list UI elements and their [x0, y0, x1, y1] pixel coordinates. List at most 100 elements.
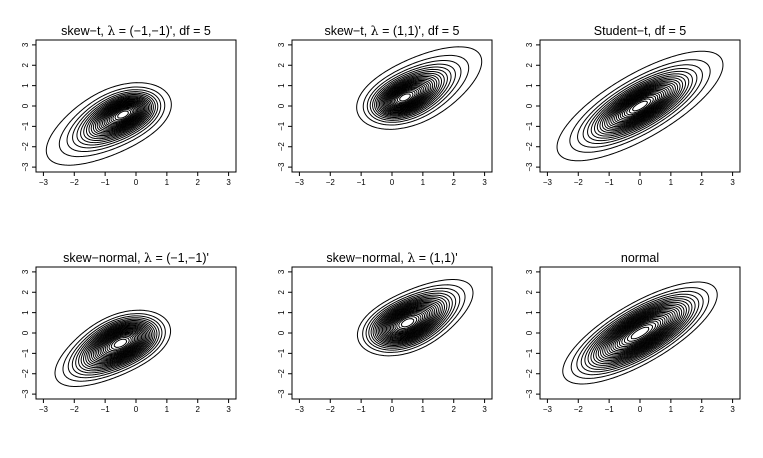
y-tick-label: −1 [277, 121, 286, 131]
contour-level-23 [626, 324, 654, 342]
contour-level-7 [374, 296, 448, 345]
contour-level-13 [604, 309, 676, 357]
x-tick-label: 2 [196, 178, 201, 187]
x-tick-label: −2 [574, 405, 584, 414]
y-tick-label: 2 [277, 62, 286, 67]
contour-level-15 [96, 328, 143, 360]
contour-level-2 [570, 287, 710, 379]
contour-level-13 [96, 100, 144, 133]
y-tick-label: 0 [21, 103, 30, 108]
contour-level-5 [76, 92, 156, 146]
contour-level-23 [114, 109, 132, 121]
y-tick-label: 2 [525, 289, 534, 294]
y-tick-label: −2 [21, 369, 30, 379]
contour-level-24 [113, 338, 128, 348]
y-tick-label: −2 [277, 142, 286, 152]
panel-2: skew−t, λ = (1,1)', df = 5 −3 −2 −1 0 1 2 3 −3 −2… [277, 23, 493, 187]
contour-level-5 [75, 318, 158, 374]
contour-level-22 [626, 96, 654, 116]
contour-level-9 [595, 303, 685, 363]
contour-level-8 [376, 297, 445, 344]
contour-level-15 [386, 82, 428, 110]
y-tick-label: −2 [525, 142, 534, 152]
contour-level-12 [606, 83, 674, 129]
contour-level-21 [393, 88, 418, 106]
contour-level-1 [54, 309, 172, 387]
contour-level-7 [590, 300, 690, 366]
contour-level-1 [356, 46, 483, 130]
contour-level-19 [391, 311, 426, 334]
contour-level-20 [392, 87, 420, 106]
contour-level-22 [396, 314, 420, 331]
contour-level-12 [382, 78, 434, 113]
contour-level-10 [90, 98, 148, 137]
contour-level-10 [380, 75, 438, 114]
contour-level-12 [90, 326, 147, 363]
x-tick-label: 0 [134, 405, 139, 414]
contour-level-4 [368, 290, 457, 349]
x-tick-label: 1 [421, 405, 426, 414]
contour-level-22 [395, 90, 416, 105]
y-tick-label: 1 [525, 83, 534, 88]
x-tick-label: 2 [196, 405, 201, 414]
panel-title: normal [621, 251, 659, 265]
panel-title: skew−t, λ = (−1,−1)', df = 5 [61, 23, 211, 38]
contour-level-10 [379, 300, 441, 342]
contour-level-13 [384, 79, 432, 112]
contour-level-14 [384, 305, 434, 339]
contour-level-7 [375, 70, 445, 117]
contour-level-18 [389, 309, 427, 335]
y-tick-label: 3 [277, 42, 286, 47]
y-tick-label: 0 [525, 330, 534, 335]
contour-level-23 [396, 91, 414, 103]
y-tick-label: 1 [277, 83, 286, 88]
contour-level-6 [590, 73, 690, 139]
x-tick-label: −2 [574, 178, 584, 187]
y-tick-label: 0 [277, 330, 286, 335]
y-tick-label: −2 [525, 369, 534, 379]
contour-level-2 [58, 86, 166, 158]
contour-level-3 [577, 64, 703, 148]
contour-level-15 [612, 87, 668, 125]
x-tick-label: −2 [70, 405, 80, 414]
y-tick-label: −1 [21, 121, 30, 131]
contour-level-21 [621, 320, 659, 346]
contour-level-1 [356, 279, 474, 357]
x-tick-label: −2 [326, 405, 336, 414]
contour-level-11 [92, 98, 147, 135]
x-tick-label: 0 [638, 405, 643, 414]
x-tick-label: 0 [390, 178, 395, 187]
contour-level-13 [608, 84, 672, 128]
y-tick-label: 3 [277, 269, 286, 274]
contour-level-11 [89, 325, 148, 365]
x-tick-label: 3 [482, 405, 487, 414]
contour-level-23 [398, 316, 418, 329]
contour-level-14 [94, 327, 144, 361]
y-tick-label: 2 [21, 62, 30, 67]
y-tick-label: 2 [21, 289, 30, 294]
panel-title: skew−normal, λ = (−1,−1)' [63, 250, 209, 265]
contour-level-13 [92, 327, 145, 362]
y-tick-label: −2 [277, 369, 286, 379]
contour-level-18 [105, 104, 139, 127]
x-tick-label: −3 [295, 178, 305, 187]
contour-level-1 [45, 82, 172, 166]
contour-level-21 [106, 334, 134, 353]
contour-level-7 [593, 75, 687, 137]
x-tick-label: 3 [730, 178, 735, 187]
x-tick-label: 1 [669, 178, 674, 187]
panel-title: skew−normal, λ = (1,1)' [326, 250, 457, 265]
panel-1: skew−t, λ = (−1,−1)', df = 5 −3 −2 −1 0 1 2 3 −3… [21, 23, 237, 187]
contour-level-1 [556, 50, 724, 162]
y-tick-label: 1 [277, 310, 286, 315]
contour-level-14 [98, 101, 143, 131]
contour-level-15 [608, 311, 672, 355]
contour-level-21 [394, 313, 422, 332]
contour-level-17 [615, 89, 665, 123]
x-tick-label: −1 [101, 405, 111, 414]
x-tick-label: 1 [421, 178, 426, 187]
contour-level-19 [616, 317, 664, 349]
contour-level-10 [601, 80, 679, 132]
contour-level-24 [117, 110, 129, 119]
y-tick-label: 0 [277, 103, 286, 108]
